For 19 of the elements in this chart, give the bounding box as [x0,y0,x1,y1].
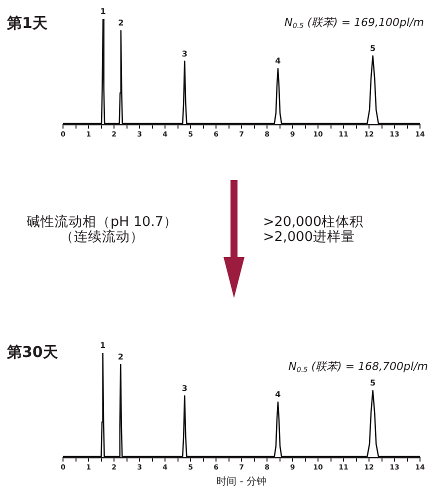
annotation: 3 [182,384,188,393]
text: （连续流动） [59,229,145,245]
annotation: 1 [100,7,106,16]
text: >2,000进样量 [263,229,356,245]
annotation: 4 [275,56,282,66]
chart-title: 第30天 [7,343,58,361]
annotation: 5 [370,378,376,388]
annotation: 4 [275,390,282,400]
text: 碱性流动相（pH 10.7） [25,214,179,230]
annotation: 2 [118,18,124,28]
x-axis-title: 时间 - 分钟 [216,476,266,488]
annotation: N$_{0.5}$ (联苯) = 168,700pl/m [288,360,428,375]
annotation: 2 [118,352,124,362]
chart-title: 第1天 [7,14,48,32]
text: >20,000柱体积 [263,214,364,230]
annotation: N$_{0.5}$ (联苯) = 169,100pl/m [284,16,424,31]
annotation: 5 [370,44,376,54]
annotation: 1 [100,341,106,350]
annotation: 3 [182,49,188,58]
